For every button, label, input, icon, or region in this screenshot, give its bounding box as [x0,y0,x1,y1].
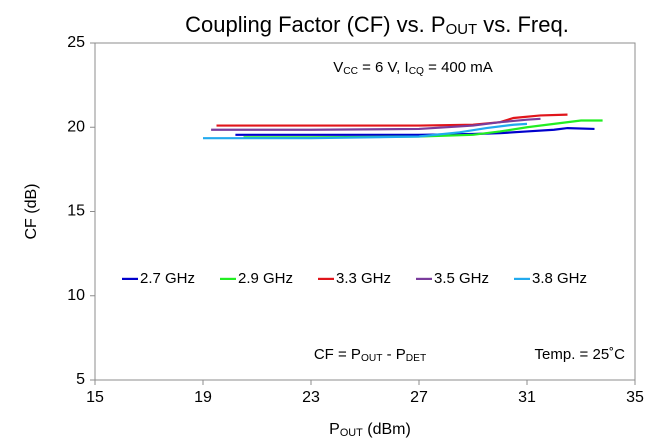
x-tick-label: 31 [518,389,536,406]
chart-title-part: Coupling Factor (CF) vs. P [185,12,445,37]
y-tick-label: 20 [67,118,85,135]
annotation-part: V [333,59,343,76]
series-line [211,117,541,131]
x-tick-label: 23 [302,389,320,406]
y-tick-label: 25 [67,34,85,51]
annotation-part: = 400 mA [424,59,493,76]
x-tick-label: 35 [626,389,644,406]
y-tick-label: 5 [76,371,85,388]
x-axis-label-sub: OUT [340,427,363,439]
legend-label: 2.7 GHz [140,270,195,287]
annotation-part: - P [382,346,405,363]
x-tick-label: 19 [194,389,212,406]
annotation-sub: DET [406,353,426,364]
plot-area [94,42,636,381]
annotation: Temp. = 25˚C [535,346,626,363]
y-tick-label: 10 [67,287,85,304]
series-line [203,122,528,140]
legend-label: 3.5 GHz [434,270,489,287]
y-tick-label: 15 [67,203,85,220]
x-axis-label-part: P [329,421,340,438]
chart-title: Coupling Factor (CF) vs. POUT vs. Freq. [185,12,569,39]
y-axis-label: CF (dB) [23,184,40,240]
annotation: VCC = 6 V, ICQ = 400 mA [333,59,493,77]
annotation-part: CF = P [314,346,361,363]
annotation-sub: CQ [409,66,424,77]
annotation-part: = 6 V, I [358,59,409,76]
legend-label: 3.3 GHz [336,270,391,287]
legend-label: 2.9 GHz [238,270,293,287]
chart-title-sub: OUT [446,21,478,38]
x-tick-label: 15 [86,389,104,406]
annotation-sub: CC [343,66,358,77]
x-tick-label: 27 [410,389,428,406]
x-axis-label: POUT (dBm) [329,421,411,439]
legend-label: 3.8 GHz [532,270,587,287]
chart-title-part: vs. Freq. [477,12,569,37]
x-axis-label-part: (dBm) [363,421,411,438]
annotation-sub: OUT [361,353,383,364]
annotation: CF = POUT - PDET [314,346,426,364]
series-line [235,126,595,136]
annotation-part: Temp. = 25˚C [535,346,626,363]
